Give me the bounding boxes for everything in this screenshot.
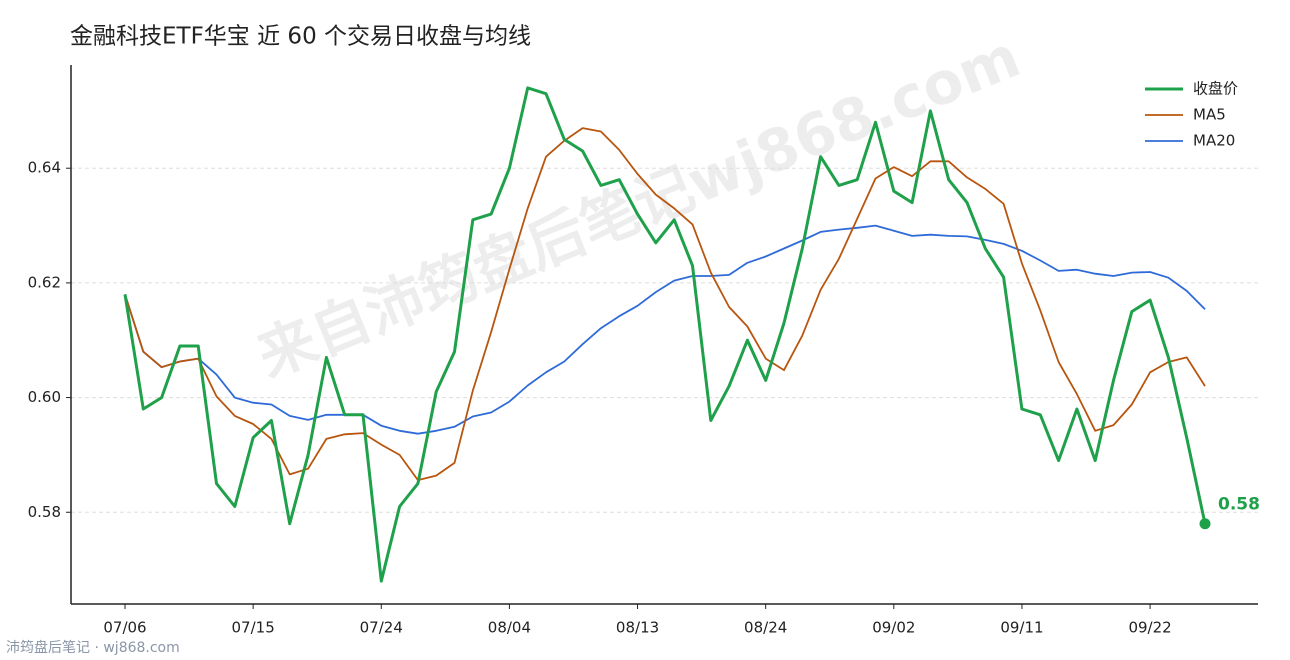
value-label: 0.58 [1218,495,1260,515]
y-tick-label: 0.62 [28,273,61,291]
x-tick-label: 09/22 [1128,619,1171,637]
x-tick-label: 08/24 [744,619,787,637]
legend-label: 收盘价 [1193,80,1238,98]
last-point [1199,518,1211,530]
series-line [124,224,1206,435]
chart-title: 金融科技ETF华宝 近 60 个交易日收盘与均线 [70,24,531,50]
footer: 沛筠盘后笔记 · wj868.com [6,639,180,656]
y-tick-label: 0.60 [28,388,61,406]
x-tick-label: 08/04 [488,619,531,637]
x-tick-label: 07/06 [103,619,146,637]
x-tick-label: 08/13 [616,619,659,637]
watermark: 来自沛筠盘后笔记wj868.com [248,22,1029,390]
y-tick-label: 0.64 [28,159,61,177]
x-tick-label: 07/15 [232,619,275,637]
legend-label: MA5 [1193,106,1226,124]
legend-label: MA20 [1193,132,1235,150]
series-line [123,86,1207,583]
x-tick-label: 07/24 [360,619,403,637]
y-tick-label: 0.58 [28,503,61,521]
x-tick-label: 09/02 [872,619,915,637]
x-tick-label: 09/11 [1000,619,1043,637]
